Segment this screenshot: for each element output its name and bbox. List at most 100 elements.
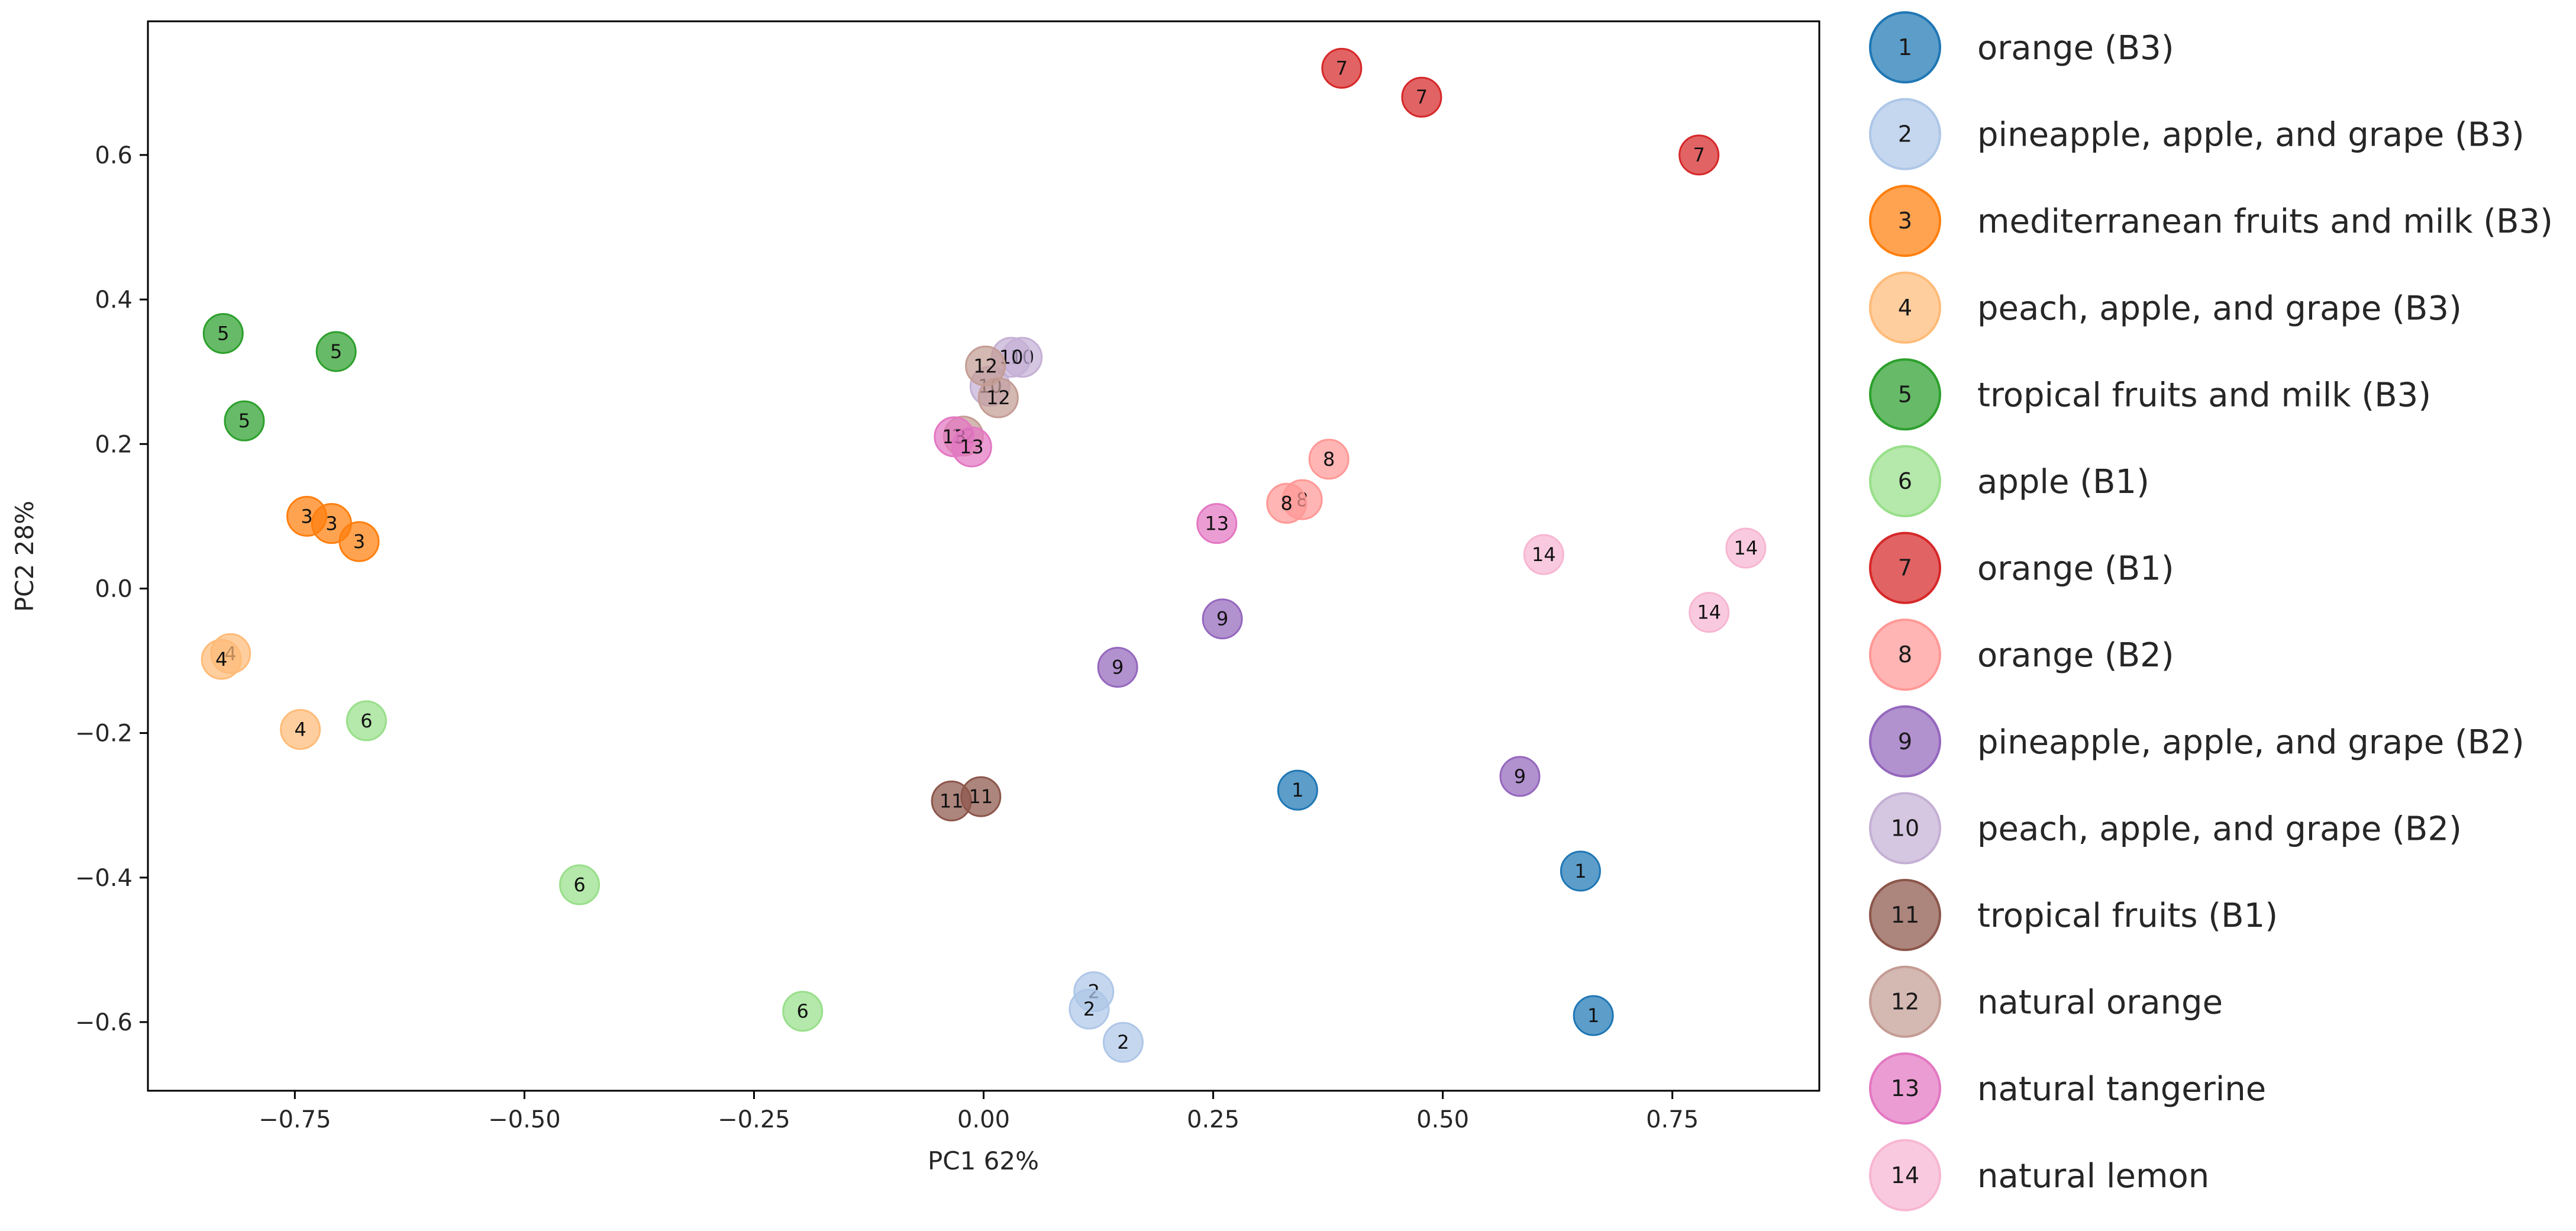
data-point-series-7: 7 xyxy=(1678,134,1720,176)
point-label: 14 xyxy=(1532,543,1556,566)
point-label: 5 xyxy=(217,322,229,344)
legend-item: 6 apple (B1) xyxy=(1869,445,2149,517)
legend-marker xyxy=(1869,1139,1941,1211)
legend-marker-number: 2 xyxy=(1898,121,1912,147)
point-label: 7 xyxy=(1336,57,1348,79)
legend: 1 orange (B3) 2 pineapple, apple, and grape… xyxy=(1869,11,2553,1211)
x-tick-label: 0.25 xyxy=(1187,1106,1239,1133)
point-marker xyxy=(201,639,242,680)
legend-marker xyxy=(1869,965,1941,1038)
point-marker xyxy=(1266,482,1308,524)
legend-label: orange (B2) xyxy=(1977,636,2174,675)
point-marker xyxy=(1321,47,1363,89)
plot-frame xyxy=(147,20,1820,1092)
point-marker xyxy=(1308,439,1350,480)
point-label: 11 xyxy=(940,789,964,812)
data-point-series-14: 14 xyxy=(1725,527,1767,569)
point-marker xyxy=(315,331,357,372)
point-marker xyxy=(202,312,244,354)
legend-label: natural lemon xyxy=(1977,1157,2209,1195)
data-point-series-1: 1 xyxy=(1560,850,1601,892)
point-label: 3 xyxy=(325,513,337,535)
point-marker xyxy=(1560,850,1601,892)
point-marker xyxy=(977,377,1019,418)
point-label: 3 xyxy=(301,505,312,527)
point-label: 5 xyxy=(330,340,342,363)
y-axis: −0.6 −0.4 −0.2 0.0 0.2 0.4 0.6 xyxy=(75,142,148,1036)
y-tick-label: 0.0 xyxy=(95,575,133,602)
data-point-series-6: 6 xyxy=(782,991,824,1032)
x-tick-label: 0.50 xyxy=(1416,1106,1469,1133)
data-point-series-2: 2 xyxy=(1069,988,1110,1030)
legend-marker-number: 4 xyxy=(1898,295,1912,321)
legend-marker-number: 14 xyxy=(1891,1162,1919,1188)
point-marker xyxy=(1277,769,1318,811)
data-point-series-2: 2 xyxy=(1102,1021,1144,1063)
legend-marker-number: 9 xyxy=(1898,729,1912,755)
legend-item: 13 natural tangerine xyxy=(1869,1052,2266,1125)
legend-marker-number: 3 xyxy=(1898,208,1912,234)
point-marker xyxy=(224,400,265,442)
data-point-series-14: 14 xyxy=(1523,534,1564,575)
legend-marker xyxy=(1869,185,1941,257)
point-marker xyxy=(782,991,824,1032)
point-label: 6 xyxy=(797,1000,809,1023)
points-layer: 1112223334445556667778889991010101111121… xyxy=(201,47,1767,1063)
point-marker xyxy=(1499,756,1541,797)
point-label: 6 xyxy=(573,874,585,896)
legend-item: 8 orange (B2) xyxy=(1869,618,2174,691)
data-point-series-9: 9 xyxy=(1202,598,1243,640)
legend-marker xyxy=(1869,531,1941,604)
legend-marker xyxy=(1869,705,1941,778)
point-marker xyxy=(338,521,380,562)
legend-item: 12 natural orange xyxy=(1869,965,2223,1038)
legend-marker-number: 13 xyxy=(1891,1075,1919,1101)
legend-label: peach, apple, and grape (B2) xyxy=(1977,810,2462,848)
point-label: 14 xyxy=(1734,537,1758,559)
legend-label: orange (B1) xyxy=(1977,550,2174,588)
point-marker xyxy=(1678,134,1720,176)
legend-item: 3 mediterranean fruits and milk (B3) xyxy=(1869,185,2553,257)
point-marker xyxy=(1196,503,1238,544)
x-tick-label: −0.50 xyxy=(488,1106,561,1133)
point-marker xyxy=(1401,76,1442,118)
data-point-series-9: 9 xyxy=(1499,756,1541,797)
point-label: 12 xyxy=(973,355,998,377)
data-point-series-5: 5 xyxy=(202,312,244,354)
legend-label: natural orange xyxy=(1977,984,2223,1022)
point-label: 11 xyxy=(969,785,993,808)
legend-marker-number: 10 xyxy=(1891,815,1919,841)
point-label: 2 xyxy=(1083,998,1095,1020)
point-label: 9 xyxy=(1514,765,1526,788)
y-tick-label: −0.6 xyxy=(75,1009,133,1036)
legend-item: 2 pineapple, apple, and grape (B3) xyxy=(1869,98,2525,170)
legend-marker-number: 1 xyxy=(1898,34,1912,60)
data-point-series-1: 1 xyxy=(1573,995,1614,1036)
x-tick-label: −0.25 xyxy=(718,1106,790,1133)
x-tick-label: −0.75 xyxy=(259,1106,331,1133)
point-marker xyxy=(1202,598,1243,640)
data-point-series-1: 1 xyxy=(1277,769,1318,811)
y-tick-label: 0.2 xyxy=(95,431,133,458)
point-label: 5 xyxy=(238,410,250,432)
point-label: 12 xyxy=(986,386,1011,409)
legend-marker xyxy=(1869,271,1941,344)
legend-marker xyxy=(1869,792,1941,865)
point-marker xyxy=(1689,592,1730,633)
x-axis-label: PC1 62% xyxy=(928,1146,1039,1175)
data-point-series-11: 11 xyxy=(960,776,1002,817)
data-point-series-5: 5 xyxy=(224,400,265,442)
legend-item: 4 peach, apple, and grape (B3) xyxy=(1869,271,2462,344)
legend-marker-number: 6 xyxy=(1898,468,1912,494)
point-marker xyxy=(1097,647,1138,688)
point-marker xyxy=(1725,527,1767,569)
y-axis-label: PC2 28% xyxy=(10,501,39,612)
legend-marker xyxy=(1869,358,1941,431)
data-point-series-7: 7 xyxy=(1321,47,1363,89)
legend-item: 9 pineapple, apple, and grape (B2) xyxy=(1869,705,2525,778)
point-label: 8 xyxy=(1323,448,1335,471)
point-label: 1 xyxy=(1587,1004,1599,1027)
legend-marker xyxy=(1869,1052,1941,1125)
legend-item: 14 natural lemon xyxy=(1869,1139,2209,1211)
point-marker xyxy=(951,426,992,468)
